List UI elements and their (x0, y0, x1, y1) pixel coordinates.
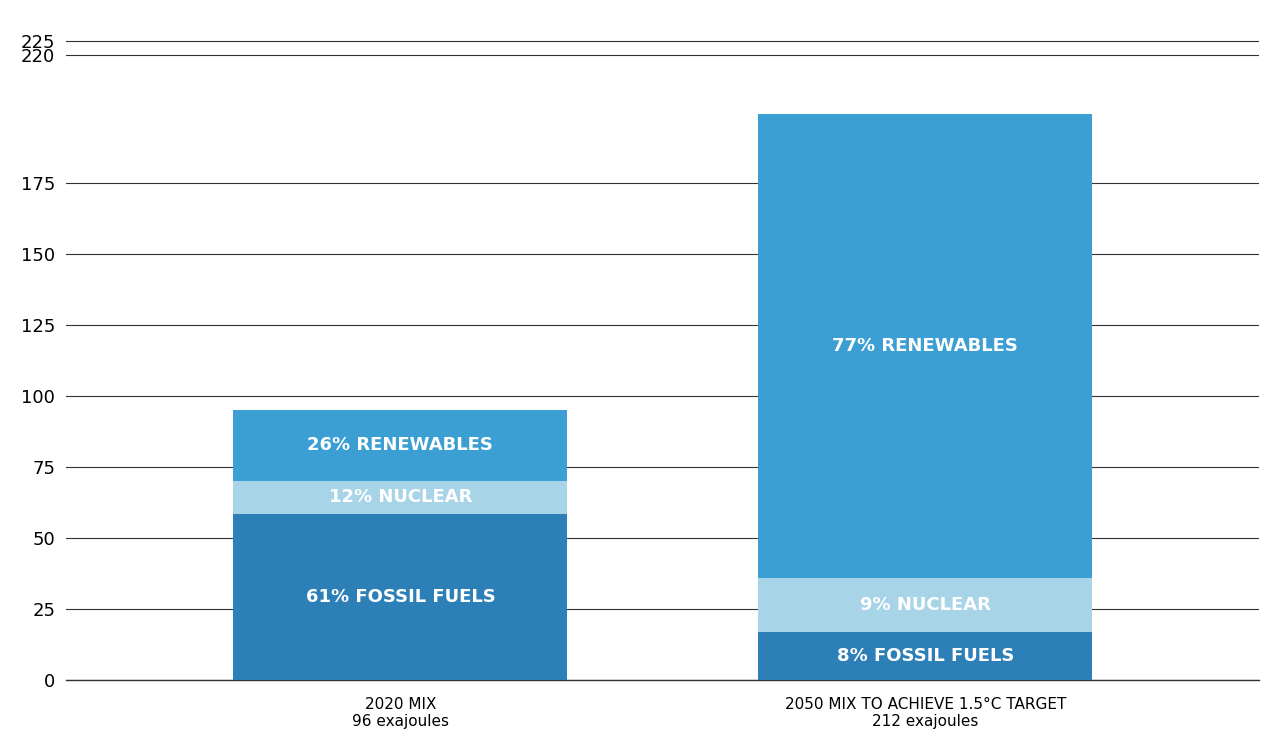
Text: 8% FOSSIL FUELS: 8% FOSSIL FUELS (837, 647, 1014, 665)
Bar (758, 114, 1092, 578)
Text: 77% RENEWABLES: 77% RENEWABLES (832, 337, 1018, 355)
Text: 61% FOSSIL FUELS: 61% FOSSIL FUELS (306, 588, 495, 606)
Bar (758, 578, 1092, 632)
Text: 9% NUCLEAR: 9% NUCLEAR (860, 596, 991, 613)
Bar (233, 410, 567, 481)
Text: 12% NUCLEAR: 12% NUCLEAR (329, 488, 472, 506)
Bar (233, 481, 567, 514)
Bar (758, 632, 1092, 680)
Bar (233, 514, 567, 680)
Text: 26% RENEWABLES: 26% RENEWABLES (307, 436, 493, 454)
